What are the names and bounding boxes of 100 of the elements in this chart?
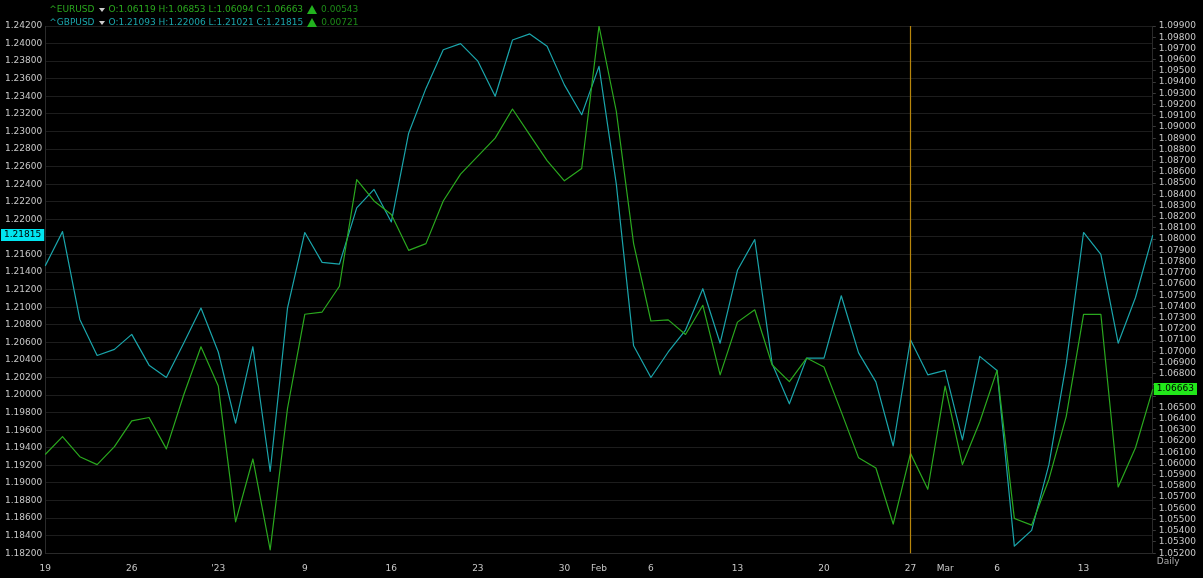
y-tick-label: 1.18800	[5, 494, 43, 505]
y2-tick-label: 1.08700	[1158, 154, 1197, 165]
y-tick-label: 1.24000	[5, 37, 43, 48]
y2-tick-label: 1.06300	[1158, 424, 1197, 435]
y2-tick-label: 1.08400	[1158, 188, 1197, 199]
x-tick-label: 13	[731, 562, 744, 573]
y2-tick-label: 1.07200	[1158, 323, 1197, 334]
y2-tick-label: 1.07900	[1158, 244, 1197, 255]
y2-tick-label: 1.07000	[1158, 345, 1197, 356]
y2-tick-label: 1.06800	[1158, 368, 1197, 379]
y2-tick-label: 1.06400	[1158, 412, 1197, 423]
y2-tick-label: 1.07700	[1158, 267, 1197, 278]
y-tick-label: 1.19800	[5, 406, 43, 417]
annotation: O:1.21093 H:1.22006 L:1.21021 C:1.21815	[108, 16, 304, 29]
y2-tick-label: 1.05400	[1158, 525, 1197, 536]
x-tick-label: 23	[472, 562, 484, 573]
x-tick-label: 13	[1077, 562, 1090, 573]
x-tick-label: 6	[994, 562, 1001, 573]
y-tick-label: 1.21000	[5, 301, 43, 312]
y-tick-label: 1.19200	[5, 459, 43, 470]
y2-tick-label: 1.08200	[1158, 211, 1197, 222]
y-tick-label: 1.18400	[5, 529, 43, 540]
x-tick-label: 26	[126, 562, 138, 573]
x-tick-label: 6	[648, 562, 655, 573]
y-tick-label: 1.23000	[5, 125, 43, 136]
y-tick-label: 1.20400	[5, 354, 43, 365]
data-label: 1.06663	[1156, 383, 1194, 394]
y2-tick-label: 1.09600	[1158, 53, 1197, 64]
y2-tick-label: 1.07500	[1158, 289, 1197, 300]
y2-tick-label: 1.09000	[1158, 121, 1197, 132]
y2-tick-label: 1.08500	[1158, 177, 1197, 188]
y2-tick-label: 1.09500	[1158, 65, 1197, 76]
y-tick-label: 1.19400	[5, 442, 43, 453]
y2-tick-label: 1.08300	[1158, 199, 1197, 210]
y2-tick-label: 1.06500	[1158, 401, 1197, 412]
y2-tick-label: 1.06100	[1158, 446, 1197, 457]
text: 1.21815	[4, 229, 42, 240]
y2-tick-label: 1.07300	[1158, 311, 1197, 322]
y-tick-label: 1.20200	[5, 371, 43, 382]
y2-tick-label: 1.06000	[1158, 457, 1197, 468]
y2-tick-label: 1.06900	[1158, 356, 1197, 367]
x-tick-label: Feb	[591, 562, 608, 573]
y-tick-label: 1.20000	[5, 389, 43, 400]
y2-tick-label: 1.05600	[1158, 502, 1197, 513]
x-tick-label: 16	[385, 562, 398, 573]
y-tick-label: 1.23600	[5, 73, 43, 84]
y-tick-label: 1.21200	[5, 283, 43, 294]
y-tick-label: 1.20600	[5, 336, 43, 347]
x-tick-label: 30	[558, 562, 571, 573]
y2-tick-label: 1.05800	[1158, 480, 1197, 491]
y2-tick-label: 1.06200	[1158, 435, 1197, 446]
y-tick-label: 1.19600	[5, 424, 43, 435]
y2-tick-label: 1.09400	[1158, 76, 1197, 87]
x-tick-label: 27	[904, 562, 917, 573]
y2-tick-label: 1.09300	[1158, 87, 1197, 98]
y2-tick-label: 1.09700	[1158, 42, 1197, 53]
y2-tick-label: 1.08600	[1158, 166, 1197, 177]
y2-tick-label: 1.05200	[1158, 547, 1197, 558]
y2-tick-label: 1.07100	[1158, 334, 1197, 345]
y-tick-label: 1.22400	[5, 178, 43, 189]
y2-tick-label: 1.07400	[1158, 300, 1197, 311]
y2-tick-label: 1.09800	[1158, 31, 1197, 42]
y-tick-label: 1.24200	[5, 20, 43, 31]
y-tick-label: 1.18200	[5, 547, 43, 558]
y2-tick-label: 1.09200	[1158, 98, 1197, 109]
y-tick-label: 1.22800	[5, 143, 43, 154]
text: Daily	[1156, 556, 1180, 567]
y2-tick-label: 1.05700	[1158, 491, 1197, 502]
annotation: 0.00721	[321, 16, 359, 29]
y-tick-label: 1.22200	[5, 196, 43, 207]
x-tick-label: 19	[39, 562, 52, 573]
y2-tick-label: 1.08100	[1158, 222, 1197, 233]
text: ^EURUSD	[49, 3, 95, 16]
text: O:1.06119 H:1.06853 L:1.06094 C:1.06663	[108, 3, 304, 16]
y-tick-label: 1.23400	[5, 90, 43, 101]
y-tick-label: 1.21400	[5, 266, 43, 277]
y2-tick-label: 1.05900	[1158, 469, 1197, 480]
y-tick-label: 1.23800	[5, 55, 43, 66]
x-tick-label: 9	[301, 562, 308, 573]
x-tick-label: Mar	[936, 562, 954, 573]
y-tick-label: 1.20800	[5, 319, 43, 330]
y-tick-label: 1.23200	[5, 108, 43, 119]
x-tick-label: '23	[211, 562, 226, 573]
text: 0.00543	[321, 3, 359, 16]
y2-tick-label: 1.08800	[1158, 143, 1197, 154]
y-tick-label: 1.22600	[5, 160, 43, 171]
y2-tick-label: 1.09100	[1158, 110, 1197, 121]
y2-tick-label: 1.08000	[1158, 233, 1197, 244]
y2-tick-label: 1.05500	[1158, 513, 1197, 524]
y-tick-label: 1.18600	[5, 512, 43, 523]
y2-tick-label: 1.05300	[1158, 536, 1197, 547]
text: ^GBPUSD	[49, 16, 95, 29]
y2-tick-label: 1.07600	[1158, 278, 1197, 289]
x-tick-label: 20	[818, 562, 830, 573]
y2-tick-label: 1.09900	[1158, 20, 1197, 31]
y-tick-label: 1.19000	[5, 477, 43, 488]
y2-tick-label: 1.07800	[1158, 255, 1197, 266]
y-tick-label: 1.22000	[5, 213, 43, 224]
y2-tick-label: 1.08900	[1158, 132, 1197, 143]
y-tick-label: 1.21600	[5, 248, 43, 259]
